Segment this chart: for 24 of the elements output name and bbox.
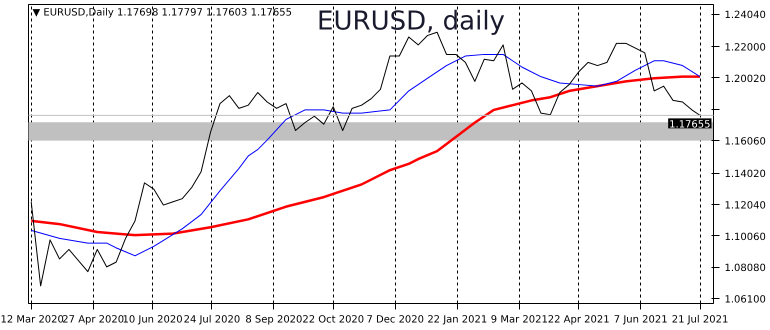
x-tick-label: 9 Mar 2021 (490, 314, 548, 326)
x-tick-label: 7 Dec 2020 (366, 314, 424, 326)
chart-title: EURUSD, daily (317, 6, 505, 36)
ref-line-label: 1.17655 (669, 119, 711, 130)
y-tick-label: 1.08080 (724, 263, 766, 274)
y-tick-label: 1.22000 (724, 42, 766, 54)
annotation: ▼ EURUSD,Daily 1.17698 1.17797 1.17603 1.17655 (32, 8, 292, 18)
x-tick-label: 22 Oct 2020 (302, 314, 364, 326)
y-tick-label: 1.12040 (724, 200, 766, 212)
y-tick-label: 1.16060 (724, 136, 766, 148)
x-tick-label: 8 Sep 2020 (245, 314, 302, 326)
x-tick-label: 22 Jan 2021 (427, 314, 488, 326)
x-tick-label: 24 Jul 2020 (184, 314, 240, 326)
x-tick-label: 22 Apr 2021 (548, 314, 610, 326)
x-tick-label: 12 Mar 2020 (0, 314, 64, 326)
y-tick-label: 1.14020 (724, 169, 766, 180)
x-tick-label: 10 Jun 2020 (122, 314, 183, 326)
y-tick-label: 1.20020 (724, 74, 766, 85)
x-tick-label: 21 Jul 2021 (672, 314, 728, 326)
x-tick-label: 7 Jun 2021 (614, 314, 668, 326)
y-tick-label: 1.10060 (724, 232, 766, 243)
x-tick-label: 27 Apr 2020 (62, 314, 124, 326)
y-tick-label: 1.06100 (724, 294, 766, 306)
y-tick-label: 1.24040 (724, 10, 766, 22)
